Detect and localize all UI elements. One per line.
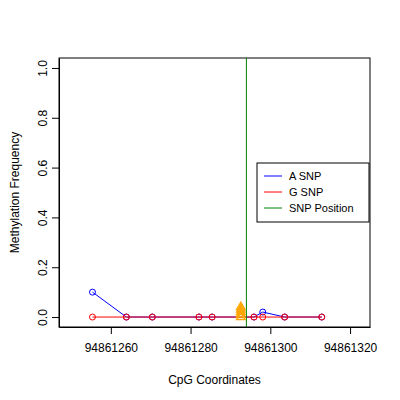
x-tick-mark xyxy=(270,327,271,334)
x-tick: 94861320 xyxy=(324,327,378,355)
data-point xyxy=(237,302,245,309)
x-axis: 94861260 94861280 94861300 94861320 xyxy=(60,327,378,355)
x-tick-mark xyxy=(350,327,351,334)
x-tick-mark xyxy=(111,327,112,334)
x-axis-title: CpG Coordinates xyxy=(168,373,261,387)
data-point xyxy=(89,314,95,320)
y-tick: 0.4 xyxy=(36,209,59,226)
legend-label: G SNP xyxy=(289,186,323,198)
y-tick-mark xyxy=(52,317,59,318)
y-tick: 1.0 xyxy=(36,60,59,77)
plot-area xyxy=(89,58,324,327)
x-tick: 94861300 xyxy=(244,327,298,355)
y-tick: 0.8 xyxy=(36,110,59,127)
y-tick-label: 1.0 xyxy=(36,60,50,77)
snp-position-line xyxy=(246,58,247,327)
y-tick: 0.0 xyxy=(36,309,59,326)
y-axis-line xyxy=(59,59,60,328)
legend-swatch xyxy=(264,176,282,177)
x-tick-label: 94861320 xyxy=(324,341,378,355)
y-tick-mark xyxy=(52,68,59,69)
legend: A SNP G SNP SNP Position xyxy=(257,163,369,222)
data-point xyxy=(319,314,325,320)
y-axis: 0.0 0.2 0.4 0.6 0.8 1.0 xyxy=(36,59,60,328)
x-tick: 94861260 xyxy=(85,327,139,355)
data-point xyxy=(251,314,257,320)
legend-label: SNP Position xyxy=(289,202,354,214)
x-axis-line xyxy=(60,327,371,328)
legend-swatch xyxy=(264,192,282,193)
data-point xyxy=(123,314,129,320)
x-tick-mark xyxy=(191,327,192,334)
x-tick-label: 94861300 xyxy=(244,341,298,355)
series-line xyxy=(92,292,321,317)
data-point xyxy=(149,314,155,320)
y-tick-mark xyxy=(52,267,59,268)
x-tick: 94861280 xyxy=(164,327,218,355)
x-tick-label: 94861280 xyxy=(164,341,218,355)
y-tick-label: 0.6 xyxy=(36,159,50,176)
y-tick-label: 0.8 xyxy=(36,110,50,127)
y-axis-title: Methylation Frequency xyxy=(8,132,22,253)
y-tick-label: 0.0 xyxy=(36,309,50,326)
legend-label: A SNP xyxy=(289,170,321,182)
data-point xyxy=(260,314,266,320)
y-tick-mark xyxy=(52,217,59,218)
data-point xyxy=(209,314,215,320)
chart: 948612609486128094861300948613200.00.20.… xyxy=(0,0,400,400)
y-tick-label: 0.4 xyxy=(36,209,50,226)
y-tick-mark xyxy=(52,168,59,169)
data-point xyxy=(282,314,288,320)
legend-swatch xyxy=(264,208,282,209)
x-tick-label: 94861260 xyxy=(85,341,139,355)
y-tick-label: 0.2 xyxy=(36,259,50,276)
data-point xyxy=(89,289,95,295)
y-tick: 0.2 xyxy=(36,259,59,276)
y-tick: 0.6 xyxy=(36,159,59,176)
legend-box xyxy=(257,163,369,222)
plot-frame xyxy=(59,58,370,327)
data-point xyxy=(196,314,202,320)
y-tick-mark xyxy=(52,118,59,119)
